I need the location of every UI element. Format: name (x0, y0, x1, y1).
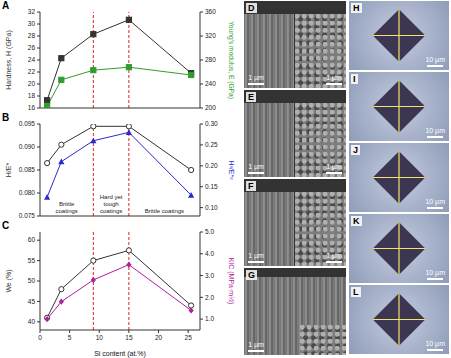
html-text:H: H (353, 3, 360, 13)
svg-text:KIC (MPa·m½): KIC (MPa·m½) (227, 258, 235, 305)
html-text:1 µm: 1 µm (248, 74, 264, 81)
svg-text:Brittle coatings: Brittle coatings (145, 208, 184, 214)
svg-text:Young's modulus, E (GPa): Young's modulus, E (GPa) (227, 21, 235, 99)
svg-text:0.075: 0.075 (19, 212, 36, 219)
svg-text:0.10: 0.10 (205, 204, 218, 211)
svg-text:32: 32 (28, 8, 36, 15)
html-text:I: I (353, 74, 356, 84)
svg-text:320: 320 (205, 32, 216, 39)
svg-text:0: 0 (38, 334, 42, 341)
svg-text:18: 18 (28, 92, 36, 99)
svg-text:Hard yettoughcoatings: Hard yettoughcoatings (100, 194, 123, 214)
svg-text:26: 26 (28, 44, 36, 51)
svg-text:50: 50 (28, 277, 36, 284)
html-text:B: B (2, 112, 10, 123)
html-text:L: L (353, 287, 359, 297)
html-text:1 µm: 1 µm (248, 252, 264, 259)
svg-text:2.0: 2.0 (205, 294, 214, 301)
svg-text:Brittlecoatings: Brittlecoatings (55, 201, 77, 214)
html-text:10 µm: 10 µm (425, 198, 445, 205)
svg-text:60: 60 (28, 236, 36, 243)
svg-text:0.25: 0.25 (205, 141, 218, 148)
html-text:G: G (248, 270, 255, 280)
html-text:A: A (2, 0, 10, 11)
svg-text:28: 28 (28, 32, 36, 39)
svg-text:0.20: 0.20 (205, 162, 218, 169)
svg-text:H³/E*²: H³/E*² (228, 160, 235, 180)
svg-text:Hardness, H (GPa): Hardness, H (GPa) (5, 30, 13, 90)
svg-text:3.0: 3.0 (205, 272, 214, 279)
svg-text:10: 10 (96, 334, 104, 341)
html-text:1 µm: 1 µm (326, 163, 342, 170)
html-text:10 µm: 10 µm (425, 56, 445, 63)
svg-text:0.30: 0.30 (205, 120, 218, 127)
html-text:10 µm: 10 µm (425, 269, 445, 276)
svg-text:240: 240 (205, 80, 216, 87)
svg-text:200: 200 (205, 104, 216, 111)
html-text:J: J (353, 145, 358, 155)
svg-text:0.090: 0.090 (19, 143, 36, 150)
svg-text:55: 55 (28, 257, 36, 264)
svg-text:15: 15 (125, 334, 133, 341)
svg-text:360: 360 (205, 8, 216, 15)
svg-text:0.15: 0.15 (205, 183, 218, 190)
html-text:1 µm: 1 µm (326, 252, 342, 259)
svg-text:0.095: 0.095 (19, 120, 36, 127)
svg-text:20: 20 (28, 80, 36, 87)
svg-text:1.0: 1.0 (205, 315, 214, 322)
svg-text:0.080: 0.080 (19, 189, 36, 196)
svg-text:22: 22 (28, 68, 36, 75)
svg-text:25: 25 (185, 334, 193, 341)
svg-text:H/E*: H/E* (5, 163, 12, 178)
svg-text:We (%): We (%) (5, 269, 13, 292)
html-text:1 µm: 1 µm (326, 74, 342, 81)
html-text:C: C (2, 220, 10, 231)
svg-text:16: 16 (28, 104, 36, 111)
svg-text:24: 24 (28, 56, 36, 63)
svg-text:5.0: 5.0 (205, 228, 214, 235)
html-text:1 µm: 1 µm (248, 341, 264, 348)
svg-text:0.085: 0.085 (19, 166, 36, 173)
html-text:10 µm: 10 µm (425, 340, 445, 347)
svg-text:20: 20 (155, 334, 163, 341)
svg-text:280: 280 (205, 56, 216, 63)
html-text:10 µm: 10 µm (425, 127, 445, 134)
html-text:1 µm: 1 µm (248, 163, 264, 170)
svg-text:5: 5 (68, 334, 72, 341)
html-text:D: D (248, 3, 255, 13)
svg-text:4.0: 4.0 (205, 250, 214, 257)
html-text:F: F (248, 181, 254, 191)
svg-text:30: 30 (28, 20, 36, 27)
html-text:E: E (248, 92, 254, 102)
svg-text:40: 40 (28, 318, 36, 325)
svg-text:Si content (at.%): Si content (at.%) (94, 350, 146, 358)
svg-text:45: 45 (28, 298, 36, 305)
html-text:K: K (353, 216, 360, 226)
